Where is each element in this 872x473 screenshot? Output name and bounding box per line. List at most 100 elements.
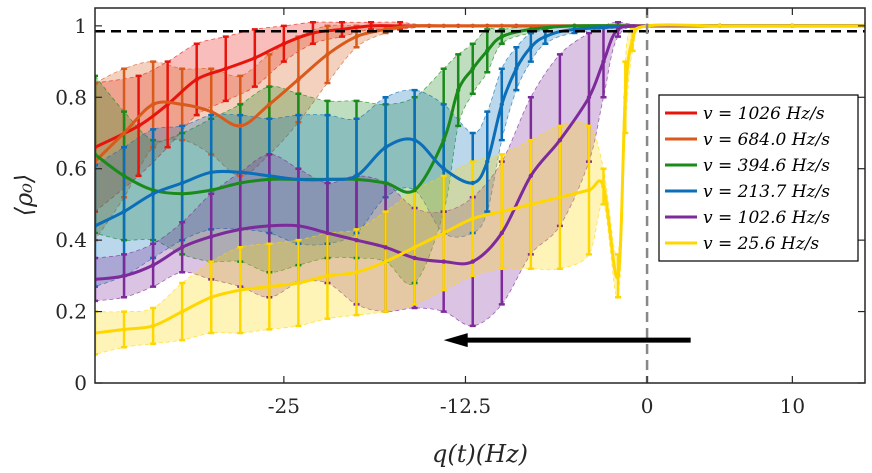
data-point-series-4 [209,170,214,175]
data-point-series-3 [412,187,417,193]
data-point-series-6 [179,309,185,314]
data-point-series-4 [267,173,272,179]
data-point-series-3 [179,191,185,196]
reference-lines [95,8,865,383]
data-point-series-6 [717,23,722,29]
error-bar-series-4 [95,163,98,288]
data-point-series-4 [150,191,156,196]
legend-entry-label: v = 102.6 Hz/s [703,208,830,228]
axes: -25 -12.5 0 10 0 0.2 0.4 0.6 0.8 1 [55,7,866,418]
data-point-series-5 [179,245,185,250]
data-point-series-5 [441,259,446,264]
data-point-series-3 [150,187,156,193]
data-point-series-3 [499,34,504,39]
data-point-series-6 [121,327,127,332]
data-point-series-3 [470,66,475,71]
data-point-series-6 [238,287,243,293]
legend: v = 1026 Hz/s v = 684.0 Hz/s v = 394.6 Hz/… [658,94,859,262]
data-point-series-1 [194,77,199,82]
data-point-series-5 [354,237,359,243]
y-tick-label: 1 [74,14,87,38]
data-point-series-5 [601,59,606,64]
data-point-series-6 [790,23,795,29]
data-point-series-6 [499,209,504,214]
y-tick-label: 0.6 [55,157,87,181]
data-point-series-5 [267,223,272,229]
data-point-series-6 [557,195,563,200]
data-point-series-6 [412,245,417,250]
data-point-series-6 [383,259,388,264]
data-point-series-4 [528,45,534,50]
error-bar-series-5 [95,256,98,303]
data-point-series-2 [267,102,272,107]
data-point-series-4 [470,180,475,186]
data-point-series-2 [121,130,127,136]
y-tick-label: 0.8 [55,85,87,109]
data-point-series-1 [252,55,258,61]
data-point-series-6 [209,295,214,300]
data-point-series-5 [209,234,214,239]
data-point-series-5 [470,259,475,264]
arrow-head [443,333,468,348]
data-point-series-1 [136,123,141,129]
data-point-series-6 [325,273,330,279]
data-point-series-3 [456,87,461,93]
data-point-series-1 [223,66,228,71]
data-point-series-6 [615,273,621,279]
data-point-series-4 [179,180,185,186]
plot-frame [94,7,866,384]
data-point-series-6 [267,284,272,289]
data-point-series-2 [441,23,446,29]
x-tick-label: 0 [641,394,654,418]
data-point-series-2 [412,23,417,29]
data-point-series-3 [267,177,272,182]
data-point-series-5 [499,230,504,236]
data-point-series-6 [601,184,606,189]
data-point-series-3 [485,48,490,54]
data-point-series-5 [383,245,388,250]
data-point-series-6 [150,323,156,329]
data-point-series-2 [150,102,156,107]
data-point-series-5 [150,262,156,268]
data-point-series-4 [499,102,504,107]
data-point-series-2 [296,77,301,82]
legend-box [658,94,859,262]
data-point-series-2 [209,109,214,114]
data-point-series-2 [470,23,475,29]
data-point-series-6 [586,187,592,193]
legend-entry-label: v = 1026 Hz/s [703,104,825,124]
data-point-series-6 [630,37,635,43]
y-tick-label: 0 [74,371,87,395]
data-point-series-5 [121,273,127,279]
y-tick-label: 0.4 [55,228,87,252]
data-point-series-2 [325,52,330,57]
legend-entry-label: v = 25.6 Hz/s [703,234,819,254]
data-point-series-4 [354,173,359,179]
data-point-series-5 [586,95,592,100]
data-point-series-4 [121,209,127,214]
data-point-series-2 [238,123,243,129]
y-axis-label: ⟨ρ₀⟩ [10,174,38,216]
data-point-series-6 [441,230,446,236]
data-point-series-1 [368,23,374,29]
data-point-series-6 [528,202,534,207]
data-point-series-4 [383,145,388,150]
data-point-series-6 [623,95,628,100]
x-tick-label: -12.5 [440,394,491,418]
data-point-series-5 [528,173,534,179]
data-point-series-1 [281,41,287,46]
legend-entry-label: v = 394.6 Hz/s [703,156,830,176]
data-point-series-6 [296,280,301,286]
data-point-series-4 [325,177,330,182]
legend-entry-label: v = 213.7 Hz/s [703,182,830,202]
data-point-series-4 [485,159,490,164]
x-axis-label: q(t)(Hz) [432,440,528,468]
y-tick-label: 0.2 [55,300,87,324]
data-point-series-3 [209,187,214,193]
data-point-series-5 [557,137,563,143]
data-point-series-6 [354,270,359,275]
data-point-series-4 [238,170,243,175]
data-point-series-5 [325,230,330,236]
data-point-series-3 [572,23,577,29]
